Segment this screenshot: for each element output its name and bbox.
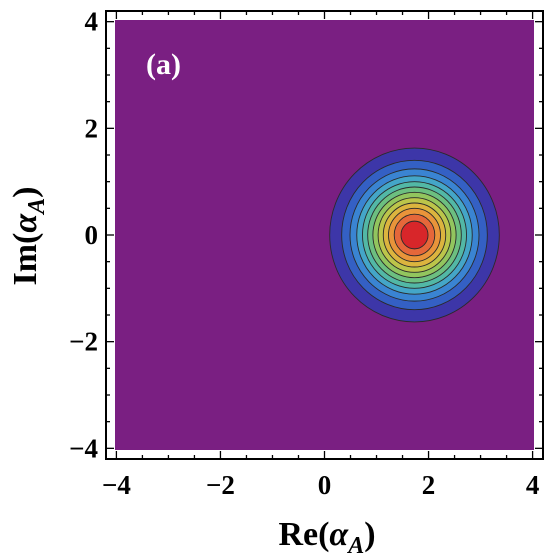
x-tick-label: 4 [526, 470, 540, 500]
x-tick-label: −2 [206, 470, 235, 500]
axis-ticks: −4 −2 0 2 4 −4 −2 0 2 4 [69, 7, 543, 500]
y-tick-label: 0 [85, 220, 99, 250]
y-tick-label: −4 [69, 433, 98, 463]
x-axis-label: Re(αA) [278, 516, 375, 559]
x-tick-label: 0 [318, 470, 332, 500]
y-tick-label: −2 [69, 327, 98, 357]
y-tick-label: 2 [85, 113, 99, 143]
x-tick-label: 2 [422, 470, 436, 500]
y-tick-label: 4 [85, 7, 99, 37]
y-axis-label: Im(αA) [7, 186, 50, 285]
panel-label: (a) [146, 48, 181, 81]
contour-ring-11 [400, 220, 429, 250]
x-tick-label: −4 [102, 470, 131, 500]
contour-rings [329, 147, 500, 323]
